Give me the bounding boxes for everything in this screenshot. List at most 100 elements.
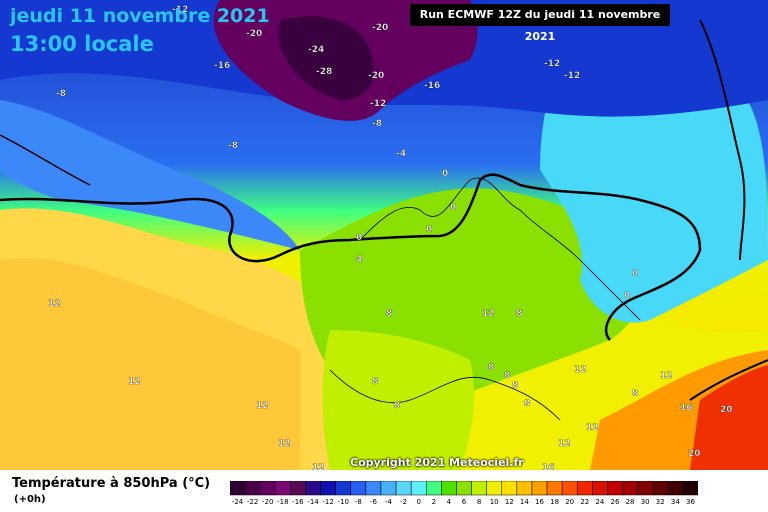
copyright-notice: Copyright 2021 Meteociel.fr bbox=[350, 456, 524, 469]
isotherm-label: -20 bbox=[368, 71, 384, 81]
isotherm-label: -12 bbox=[172, 5, 188, 15]
scale-label: 36 bbox=[686, 498, 695, 506]
date-title: jeudi 11 novembre 2021 bbox=[10, 5, 270, 27]
scale-label: -4 bbox=[385, 498, 393, 506]
isotherm-label: 8 bbox=[386, 309, 392, 319]
scale-label: -20 bbox=[262, 498, 273, 506]
hot-zone-southeast bbox=[690, 365, 768, 470]
scale-swatch bbox=[486, 481, 502, 496]
scale-label: 10 bbox=[490, 498, 499, 506]
isotherm-southeast bbox=[689, 359, 768, 401]
scale-label: -14 bbox=[307, 498, 319, 506]
isotherm-label: 8 bbox=[632, 389, 638, 399]
scale-swatch bbox=[290, 481, 306, 496]
isotherm-zero bbox=[0, 173, 702, 341]
time-title: 13:00 locale bbox=[10, 32, 154, 56]
isotherm-label: 8 bbox=[512, 381, 518, 391]
coastline-europe bbox=[329, 177, 641, 421]
isotherm-label: -20 bbox=[372, 23, 388, 33]
scale-label: 22 bbox=[580, 498, 589, 506]
isotherm-label: -20 bbox=[246, 29, 262, 39]
scale-swatch bbox=[305, 481, 321, 496]
scale-label: 20 bbox=[565, 498, 574, 506]
scale-swatch bbox=[561, 481, 578, 496]
isotherm-label: 8 bbox=[516, 309, 522, 319]
scale-swatch bbox=[471, 481, 487, 496]
scale-swatch bbox=[576, 481, 593, 496]
isotherm-label: 8 bbox=[504, 371, 510, 381]
scale-label: 28 bbox=[626, 498, 635, 506]
scale-swatch bbox=[244, 481, 261, 496]
scale-swatch bbox=[682, 481, 698, 496]
scale-label: 8 bbox=[477, 498, 481, 506]
isotherm-label: 12 bbox=[278, 439, 291, 449]
scale-swatch bbox=[652, 481, 669, 496]
scale-swatch bbox=[335, 481, 352, 496]
scale-label: 30 bbox=[641, 498, 650, 506]
isotherm-label: 8 bbox=[524, 399, 530, 409]
scale-label: -10 bbox=[338, 498, 349, 506]
isotherm-label: 12 bbox=[312, 463, 325, 470]
cold-zone-east bbox=[540, 60, 768, 323]
isotherm-west bbox=[0, 134, 91, 186]
isotherm-label: 4 bbox=[356, 255, 362, 265]
scale-swatch bbox=[456, 481, 472, 496]
scale-swatch bbox=[607, 481, 623, 496]
isotherm-label: -12 bbox=[370, 99, 386, 109]
scale-label: 14 bbox=[520, 498, 529, 506]
isotherm-label: 12 bbox=[256, 401, 269, 411]
isotherm-label: -8 bbox=[56, 89, 66, 99]
isotherm-label: 20 bbox=[688, 449, 701, 459]
run-info-box: Run ECMWF 12Z du jeudi 11 novembre 2021 bbox=[410, 4, 670, 43]
isotherm-label: 0 bbox=[442, 169, 448, 179]
isotherm-label: -4 bbox=[396, 149, 406, 159]
scale-swatch bbox=[516, 481, 533, 496]
scale-label: -2 bbox=[400, 498, 407, 506]
scale-label: -24 bbox=[232, 498, 244, 506]
scale-swatch bbox=[259, 481, 276, 496]
isotherm-label: 0 bbox=[356, 233, 362, 243]
scale-label: 26 bbox=[611, 498, 620, 506]
scale-label: 18 bbox=[550, 498, 559, 506]
isotherm-label: 8 bbox=[488, 363, 494, 373]
isotherm-label: 16 bbox=[680, 403, 693, 413]
cold-core-deep bbox=[278, 16, 374, 100]
scale-swatch bbox=[531, 481, 548, 496]
scale-label: 6 bbox=[462, 498, 467, 506]
scale-swatch bbox=[395, 481, 412, 496]
scale-label: -22 bbox=[247, 498, 258, 506]
scale-label: -6 bbox=[370, 498, 378, 506]
scale-swatch bbox=[365, 481, 382, 496]
scale-swatch bbox=[350, 481, 367, 496]
scale-swatch bbox=[275, 481, 291, 496]
temperature-map: -12 -20 -24 -28 -20 -20 -16 -16 -8 -12 -… bbox=[0, 0, 768, 470]
cold-zone-west bbox=[0, 100, 300, 250]
scale-swatch bbox=[426, 481, 442, 496]
scale-swatch bbox=[230, 481, 246, 496]
scale-swatch bbox=[667, 481, 684, 496]
isotherm-label: 8 bbox=[372, 377, 378, 387]
scale-label: -18 bbox=[277, 498, 288, 506]
isotherm-label: -16 bbox=[214, 61, 230, 71]
scale-label: 34 bbox=[671, 498, 680, 506]
scale-swatch bbox=[320, 481, 336, 496]
color-scale: -24 -22 -20 -18 -16 -14 -12 -10 -8 -6 -4 -2 0 2 4 6 8 10 1… bbox=[230, 481, 698, 506]
legend-title: Température à 850hPa (°C) bbox=[12, 476, 211, 491]
isotherm-labels: -12 -20 -24 -28 -20 -20 -16 -16 -8 -12 -… bbox=[48, 5, 733, 470]
scale-label: -16 bbox=[292, 498, 304, 506]
isotherm-label: 12 bbox=[586, 423, 599, 433]
isotherm-label: 0 bbox=[632, 269, 638, 279]
scale-label: 2 bbox=[432, 498, 436, 506]
legend-subtitle: (+0h) bbox=[14, 494, 46, 505]
scale-label: 32 bbox=[656, 498, 665, 506]
isotherm-label: 0 bbox=[450, 203, 456, 213]
scale-swatch bbox=[501, 481, 518, 496]
isotherm-label: -8 bbox=[228, 141, 238, 151]
scale-swatch bbox=[592, 481, 608, 496]
isotherm-label: 12 bbox=[128, 377, 141, 387]
isotherm-label: 16 bbox=[542, 463, 555, 470]
scale-label: 24 bbox=[595, 498, 604, 506]
isotherm-label: -24 bbox=[308, 45, 324, 55]
scale-swatch bbox=[410, 481, 427, 496]
scale-label: 0 bbox=[416, 498, 420, 506]
